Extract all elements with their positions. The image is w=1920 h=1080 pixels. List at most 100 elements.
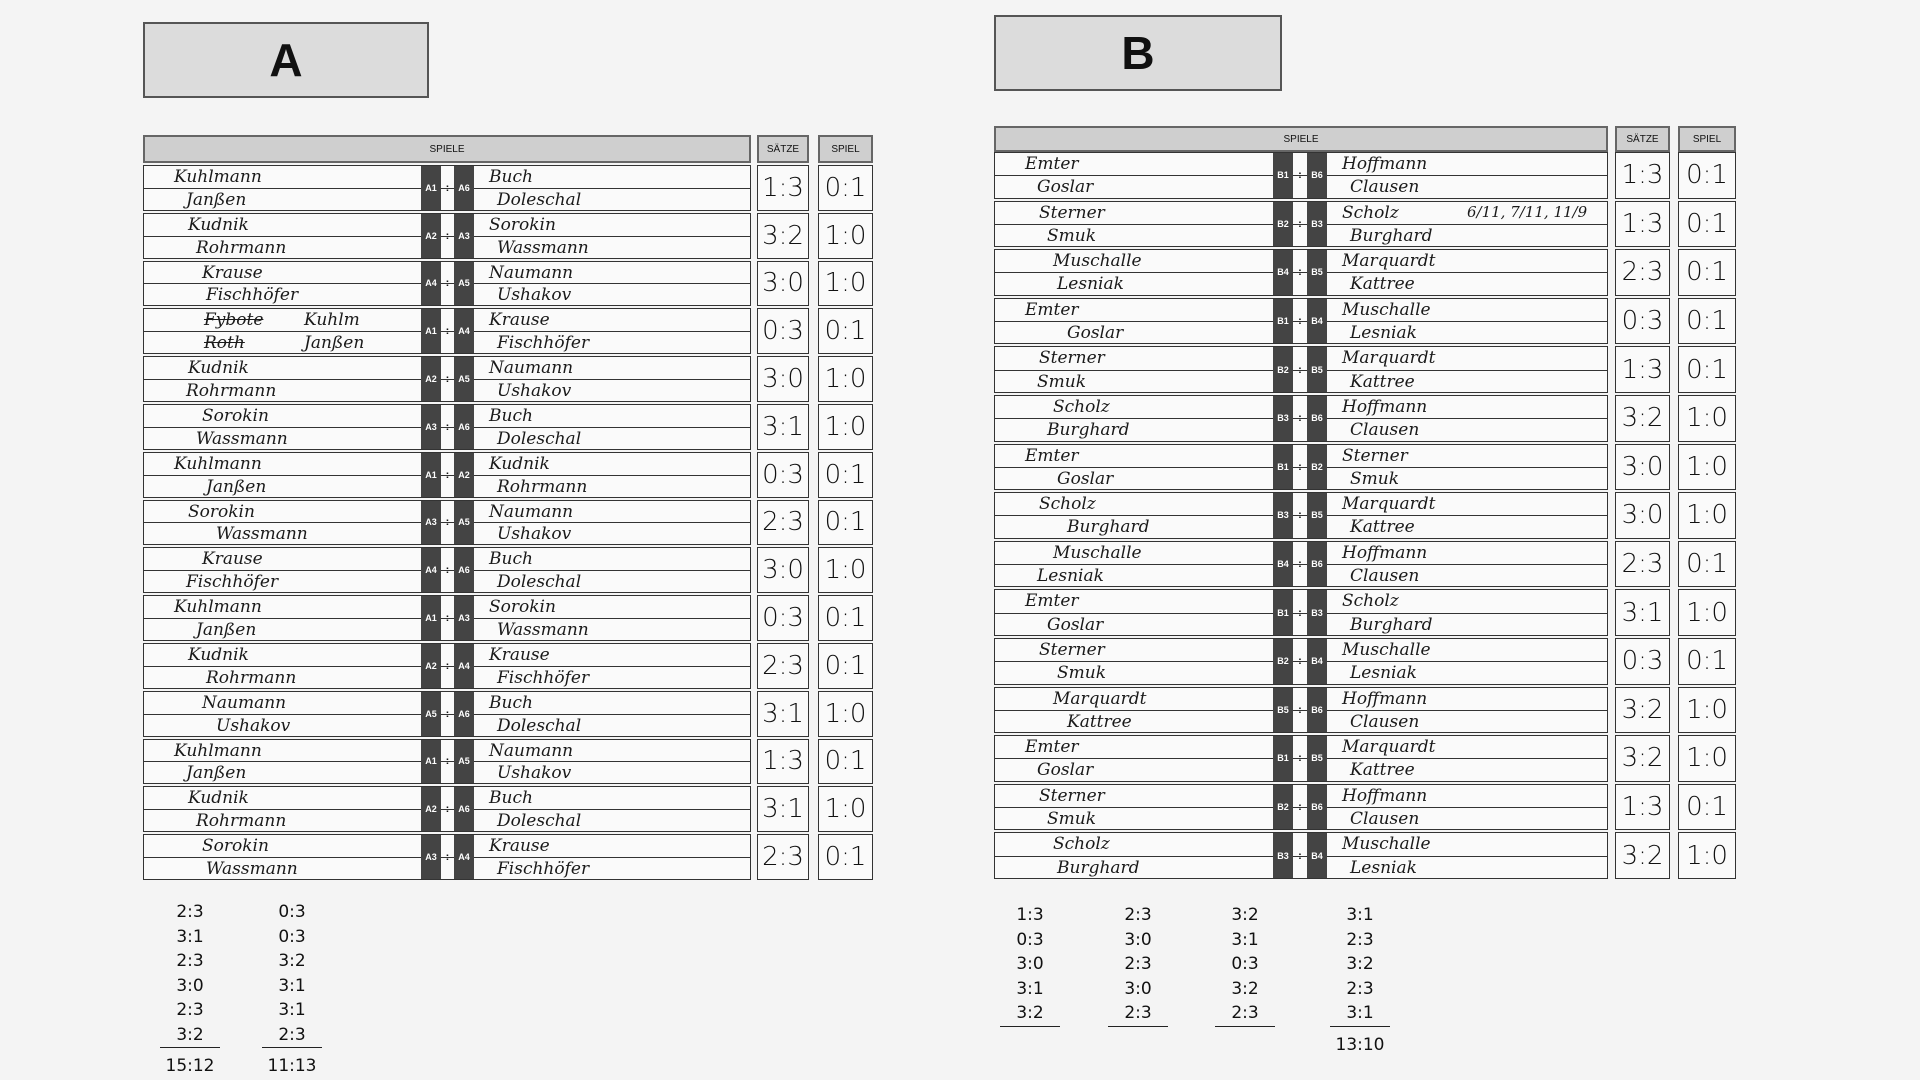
row-divider — [144, 809, 750, 811]
match-players-cell: A3: A4 Sorokin Krause Wassmann Fischhöfer — [143, 834, 751, 880]
left-player-name: Wassmann — [216, 524, 308, 545]
player-code-right: B4 — [1307, 639, 1327, 684]
row-divider — [995, 466, 1607, 468]
player-code-left: B1 — [1273, 590, 1293, 635]
match-players-cell: B4: B6 Muschalle Hoffmann Lesniak Clausen — [994, 540, 1608, 588]
player-code-right: B3 — [1307, 590, 1327, 635]
saetze-score: 3:0 — [757, 356, 809, 402]
colon: : — [445, 325, 450, 338]
colon: : — [445, 468, 450, 481]
match-players-cell: B3: B6 Scholz Hoffmann Burghard Clausen — [994, 395, 1608, 442]
player-code-right: A5 — [454, 357, 474, 401]
player-code-right: B5 — [1307, 347, 1327, 392]
tally-score: 2:3 — [1346, 978, 1374, 999]
right-player-name: Kattree — [1350, 371, 1415, 392]
left-player-name: Goslar — [1067, 323, 1124, 344]
header-saetze: SÄTZE — [757, 135, 809, 163]
colon: : — [1298, 315, 1302, 328]
left-player-name: Emter — [1025, 591, 1079, 612]
right-player-name: Clausen — [1350, 566, 1420, 587]
tally-column: 2:3 3:1 2:3 3:0 2:3 3:2 15:12 — [160, 900, 220, 1079]
right-player-name: Marquardt — [1342, 251, 1436, 272]
right-player-name: Wassmann — [497, 620, 589, 641]
player-code-right: B6 — [1307, 687, 1327, 733]
left-player-name: Goslar — [1057, 468, 1114, 489]
player-code-left: B5 — [1273, 687, 1293, 733]
player-code-left: A3 — [421, 405, 441, 449]
colon: : — [1298, 606, 1302, 619]
player-code-left: B1 — [1273, 298, 1293, 344]
row-divider — [144, 857, 750, 859]
tally-score: 3:1 — [1016, 978, 1044, 999]
right-player-name: Hoffmann — [1342, 785, 1428, 806]
row-divider — [995, 661, 1607, 663]
left-player-name: Janßen — [206, 476, 267, 497]
right-player-name: Naumann — [489, 358, 574, 379]
match-players-cell: B1: B4 Emter Muschalle Goslar Lesniak — [994, 297, 1608, 345]
colon: : — [1298, 752, 1302, 765]
colon: : — [445, 612, 450, 625]
player-code-right: B4 — [1307, 298, 1327, 344]
colon: : — [1298, 509, 1302, 522]
saetze-score: 1:3 — [1615, 346, 1670, 393]
player-code-left: A3 — [421, 835, 441, 879]
colon: : — [1298, 558, 1302, 571]
tally-score: 3:0 — [176, 975, 204, 996]
spiel-score: 0:1 — [818, 451, 873, 498]
colon: : — [1298, 266, 1302, 279]
tally-score: 3:1 — [278, 1000, 306, 1020]
match-players-cell: B2: B6 Sterner Hoffmann Smuk Clausen — [994, 783, 1608, 831]
tally-score: 3:2 — [160, 1023, 220, 1048]
left-player-name: Scholz — [1039, 494, 1096, 515]
player-code-left: A1 — [421, 166, 441, 210]
match-players-cell: A2: A3 Kudnik Sorokin Rohrmann Wassmann — [143, 212, 751, 259]
header-spiel: SPIEL — [818, 135, 873, 163]
spiel-score: 0:1 — [818, 834, 873, 880]
tally-score: 2:3 — [1346, 929, 1374, 950]
player-code-right: A6 — [454, 787, 474, 832]
left-player-name: Janßen — [196, 620, 257, 641]
left-player-name: Goslar — [1047, 614, 1104, 635]
tally-score: 2:3 — [1124, 954, 1152, 974]
right-player-name: Ushakov — [497, 763, 572, 784]
match-players-cell: B3: B4 Scholz Muschalle Burghard Lesniak — [994, 832, 1608, 879]
player-code-left: A1 — [421, 596, 441, 640]
sheet-title: B — [994, 15, 1282, 91]
saetze-score: 3:1 — [757, 786, 809, 833]
player-code-left: A2 — [421, 787, 441, 832]
saetze-score: 3:2 — [1615, 832, 1670, 879]
row-divider — [144, 713, 750, 715]
spiel-score: 0:1 — [818, 595, 873, 641]
tally-score: 2:3 — [176, 1000, 204, 1020]
player-code-left: A5 — [421, 691, 441, 736]
player-code-left: B3 — [1273, 396, 1293, 441]
right-player-name: Buch — [489, 549, 533, 570]
player-code-right: B2 — [1307, 444, 1327, 490]
player-code-left: B1 — [1273, 153, 1293, 198]
player-code-left: A1 — [421, 739, 441, 784]
left-player-name: Janßen — [304, 333, 365, 354]
right-player-name: Kudnik — [489, 453, 550, 474]
left-player-name: Janßen — [186, 763, 247, 784]
row-divider — [144, 761, 750, 763]
saetze-score: 1:3 — [1615, 152, 1670, 199]
saetze-score: 0:3 — [1615, 297, 1670, 345]
match-players-cell: A1: A5 Kuhlmann Naumann Janßen Ushakov — [143, 738, 751, 785]
right-player-name: Sterner — [1342, 445, 1408, 466]
saetze-score: 3:2 — [1615, 735, 1670, 782]
right-player-name: Doleschal — [497, 572, 582, 593]
row-divider — [144, 522, 750, 524]
left-player-name: Kuhlmann — [174, 740, 262, 761]
left-player-name: Goslar — [1037, 177, 1094, 198]
left-player-name: Sterner — [1039, 348, 1105, 369]
colon: : — [1298, 460, 1302, 473]
saetze-score: 3:0 — [1615, 492, 1670, 539]
right-player-name: Marquardt — [1342, 348, 1436, 369]
left-player-name: Kudnik — [188, 358, 249, 379]
row-divider — [995, 272, 1607, 274]
right-player-name: Clausen — [1350, 420, 1420, 441]
left-player-name: Scholz — [1053, 834, 1110, 855]
player-code-left: A4 — [421, 548, 441, 593]
tally-score: 2:3 — [1124, 905, 1152, 925]
spiel-score: 0:1 — [1678, 638, 1736, 685]
